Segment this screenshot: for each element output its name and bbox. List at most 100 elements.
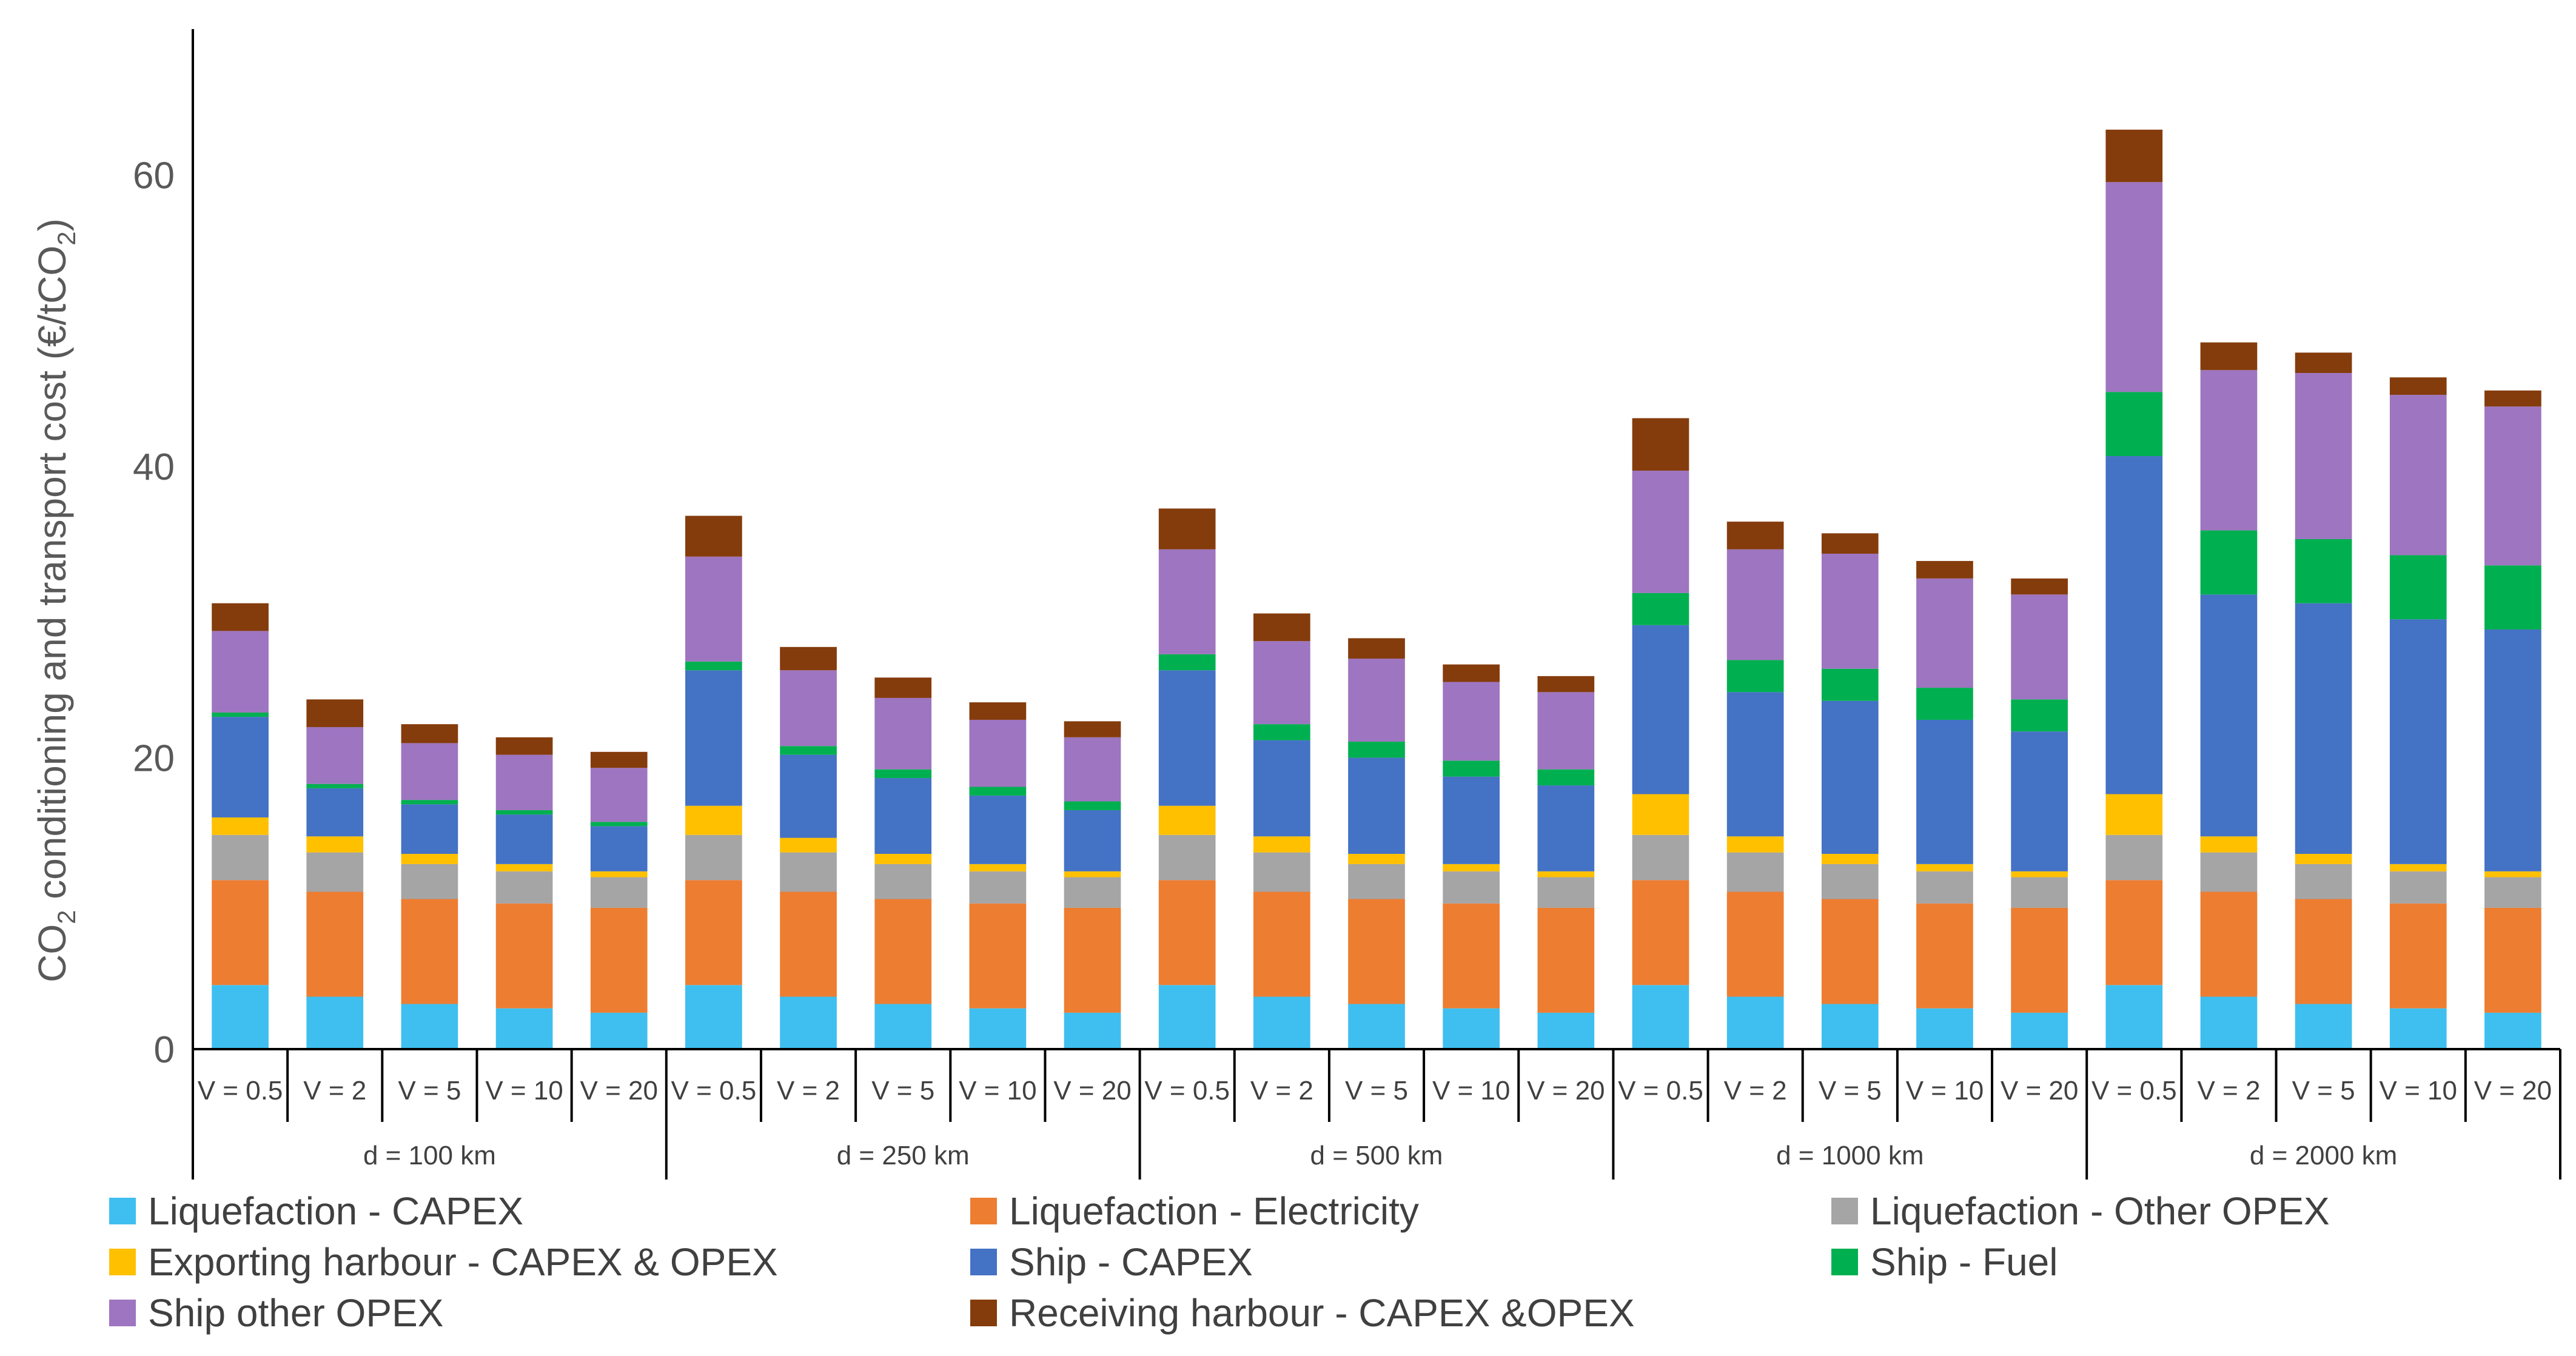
bar-segment xyxy=(306,996,364,1049)
x-tick-label: V = 0.5 xyxy=(1144,1076,1230,1106)
bar-segment xyxy=(2105,182,2163,392)
bar-segment xyxy=(1821,533,1879,554)
bar-segment xyxy=(1158,834,1216,881)
bar-segment xyxy=(401,800,458,805)
bar-segment xyxy=(2011,907,2068,1013)
x-tick-label: V = 20 xyxy=(1053,1076,1131,1106)
x-group-label: d = 2000 km xyxy=(2250,1141,2397,1170)
y-tick-label: 20 xyxy=(133,737,175,779)
legend-label: Ship other OPEX xyxy=(148,1291,444,1335)
bar-segment xyxy=(1821,554,1879,669)
bar-segment xyxy=(401,804,458,854)
bar-segment xyxy=(306,852,364,892)
x-tick-label: V = 0.5 xyxy=(671,1076,757,1106)
bar-segment xyxy=(1443,776,1500,864)
bar-segment xyxy=(1253,613,1310,642)
bar-segment xyxy=(1158,508,1216,549)
bar-segment xyxy=(2011,594,2068,700)
bar-segment xyxy=(2011,877,2068,908)
bar-segment xyxy=(306,788,364,837)
x-tick-label: V = 5 xyxy=(1345,1076,1408,1106)
bar-segment xyxy=(2389,619,2447,864)
x-tick-label: V = 10 xyxy=(485,1076,563,1106)
bar-segment xyxy=(1253,996,1310,1049)
legend-item: Ship - CAPEX xyxy=(970,1237,1831,1287)
bar-segment xyxy=(2105,129,2163,183)
legend-label: Liquefaction - Other OPEX xyxy=(1870,1189,2330,1233)
bar-segment xyxy=(2295,899,2352,1004)
legend-label: Ship - Fuel xyxy=(1870,1240,2058,1284)
bar-segment xyxy=(306,727,364,784)
bar-segment xyxy=(969,903,1027,1009)
bar-segment xyxy=(495,737,553,755)
bar-segment xyxy=(1632,880,1689,985)
bar-segment xyxy=(1916,871,1973,904)
bar-segment xyxy=(685,805,742,835)
bar-segment xyxy=(590,877,648,908)
bar-segment xyxy=(2200,530,2258,595)
bar-segment xyxy=(2295,864,2352,899)
bar-segment xyxy=(874,769,932,779)
bar-segment xyxy=(780,746,837,755)
bar-segment xyxy=(685,515,742,557)
x-axis: V = 0.5 V = 2 V = 5 V = 10 V = 20 V = 0.5 V = … xyxy=(192,1048,2561,1180)
bar-segment xyxy=(2484,629,2541,871)
x-tick-label: V = 2 xyxy=(777,1076,840,1106)
x-group-label: d = 500 km xyxy=(1310,1141,1443,1170)
bar-segment xyxy=(1537,692,1595,770)
y-axis-ticks: 0 20 40 60 xyxy=(133,29,194,1071)
bar-segment xyxy=(874,778,932,854)
legend-item: Ship other OPEX xyxy=(109,1287,970,1338)
bar-segment xyxy=(401,1004,458,1049)
bar-segment xyxy=(969,795,1027,864)
bar-segment xyxy=(401,864,458,899)
bar-segment xyxy=(1348,864,1405,899)
bar-segment xyxy=(1916,903,1973,1009)
bar-segment xyxy=(969,864,1027,871)
x-tick-label: V = 5 xyxy=(1819,1076,1882,1106)
bar-segment xyxy=(2200,852,2258,892)
bar-segment xyxy=(874,677,932,698)
bar-segment xyxy=(1348,899,1405,1004)
bar-segment xyxy=(2295,373,2352,539)
legend-swatch xyxy=(109,1198,136,1224)
bar-segment xyxy=(495,864,553,871)
bar-segment xyxy=(2389,377,2447,395)
bar-segment xyxy=(2389,1008,2447,1049)
bar-segment xyxy=(1158,985,1216,1049)
bar-segment xyxy=(2484,406,2541,566)
bar-segment xyxy=(874,697,932,770)
bar-segment xyxy=(874,899,932,1004)
bar-segment xyxy=(2011,1012,2068,1049)
bar-segment xyxy=(2389,555,2447,620)
bar-segment xyxy=(1726,522,1784,549)
bar-segment xyxy=(1064,801,1121,810)
y-axis-title-part: ) xyxy=(30,218,74,231)
bar-segment xyxy=(212,985,269,1049)
bar-segment xyxy=(590,751,648,768)
bar-segment xyxy=(1726,549,1784,660)
bar-segment xyxy=(2389,903,2447,1009)
bar-segment xyxy=(401,854,458,864)
bar-segment xyxy=(685,880,742,985)
bar-segment xyxy=(2484,907,2541,1013)
bar-segment xyxy=(685,556,742,662)
bar-segment xyxy=(1443,664,1500,682)
bar-segment xyxy=(2105,456,2163,794)
bar-segment xyxy=(590,822,648,827)
bar-segment xyxy=(1253,891,1310,997)
bar-segment xyxy=(212,603,269,631)
bar-segment xyxy=(306,784,364,788)
y-axis-title-part: CO xyxy=(30,924,74,982)
bar-segment xyxy=(2389,864,2447,871)
bar-segment xyxy=(969,702,1027,720)
bar-segment xyxy=(874,854,932,864)
bar-segment xyxy=(212,712,269,717)
bar-segment xyxy=(1821,1004,1879,1049)
x-tick-label: V = 0.5 xyxy=(1618,1076,1703,1106)
bar-segment xyxy=(1916,578,1973,688)
x-tick-label: V = 5 xyxy=(871,1076,934,1106)
bar-segment xyxy=(2389,395,2447,555)
legend-label: Liquefaction - CAPEX xyxy=(148,1189,523,1233)
bar-segment xyxy=(1064,877,1121,908)
